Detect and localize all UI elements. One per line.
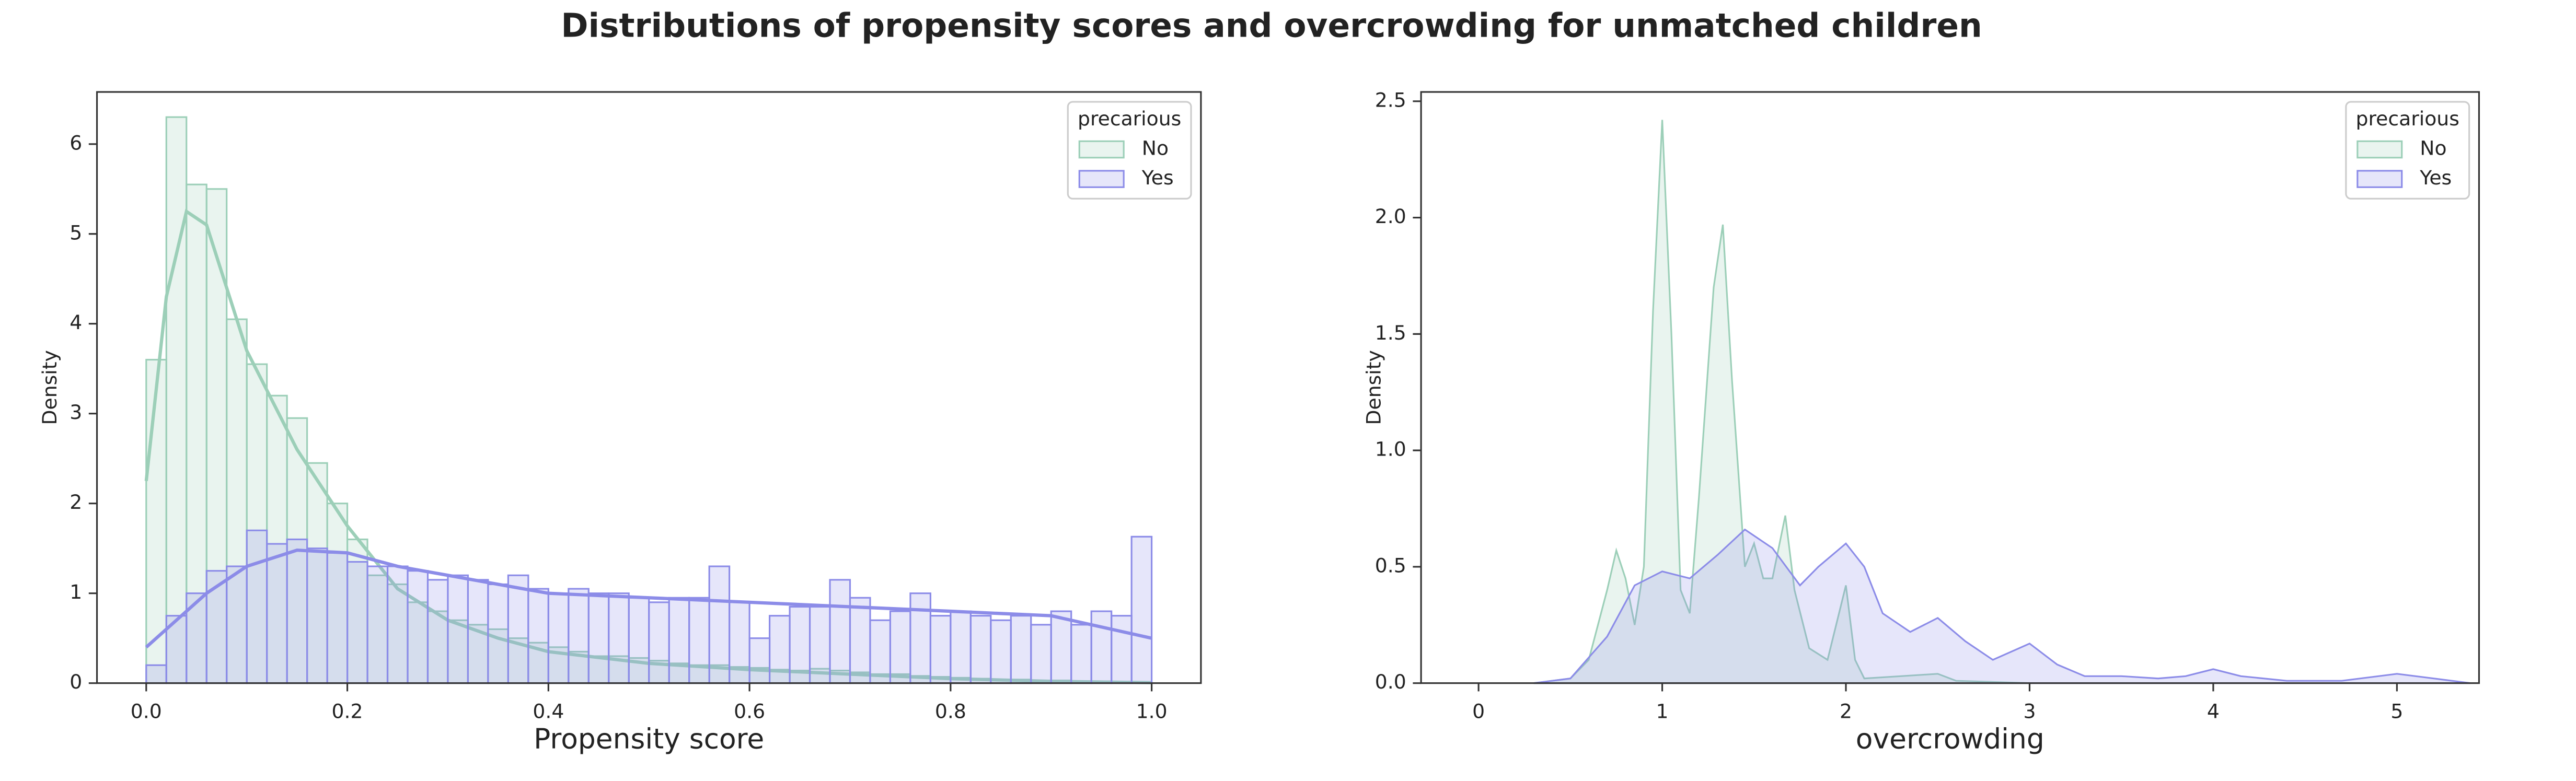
x-tick-label: 1	[1656, 700, 1669, 723]
hist-bar	[1050, 610, 1072, 684]
hist-bar	[407, 570, 429, 684]
legend-label: Yes	[1141, 166, 1174, 189]
hist-bar	[587, 592, 610, 684]
hist-bar	[547, 592, 570, 684]
legend-label: No	[1142, 137, 1169, 160]
hist-bar	[306, 547, 328, 684]
hist-bar	[366, 565, 389, 684]
hist-bar	[1111, 615, 1133, 684]
x-tick-label: 0.0	[131, 700, 162, 723]
x-tick-label: 0.6	[734, 700, 765, 723]
x-tick-label: 2	[1840, 700, 1852, 723]
x-axis-label: overcrowding	[1856, 722, 2044, 755]
hist-bar	[568, 588, 590, 684]
hist-bar	[789, 605, 811, 684]
hist-bar	[527, 588, 549, 684]
kde-line	[144, 208, 1152, 684]
legend-box	[2345, 101, 2470, 200]
plot-frame	[96, 91, 1202, 684]
legend-swatch	[2356, 140, 2403, 159]
hist-bar	[1010, 615, 1032, 684]
hist-bar	[1130, 535, 1153, 684]
y-tick-label: 1.5	[1375, 321, 1406, 344]
hist-bar	[708, 565, 731, 684]
y-tick-label: 5	[70, 221, 82, 244]
hist-bar	[507, 574, 529, 684]
y-axis-label: Density	[1362, 350, 1385, 425]
hist-bar	[929, 615, 952, 684]
x-tick-label: 4	[2207, 700, 2220, 723]
y-tick-label: 0.0	[1375, 670, 1406, 693]
y-tick-label: 2	[70, 491, 82, 514]
legend-swatch	[1078, 170, 1125, 188]
y-tick-label: 0	[70, 670, 82, 693]
hist-bar	[889, 610, 911, 684]
hist-bar	[869, 619, 892, 684]
hist-bar	[688, 597, 710, 684]
hist-bar	[849, 597, 871, 684]
hist-bar	[829, 579, 851, 684]
hist-bar	[266, 543, 288, 684]
legend-label: No	[2420, 137, 2446, 160]
x-axis-label: Propensity score	[534, 722, 764, 755]
hist-bar	[326, 552, 349, 684]
hist-bar	[1030, 624, 1052, 684]
x-tick-label: 0.2	[332, 700, 363, 723]
x-tick-label: 0.8	[935, 700, 966, 723]
hist-bar	[226, 565, 248, 684]
hist-bar	[608, 592, 630, 684]
hist-bar	[145, 664, 167, 684]
x-tick-label: 1.0	[1136, 700, 1168, 723]
hist-bar	[487, 583, 509, 684]
x-tick-label: 0.4	[533, 700, 564, 723]
hist-bar	[729, 601, 750, 684]
figure-title: Distributions of propensity scores and o…	[561, 7, 1982, 45]
hist-bar	[769, 615, 791, 684]
hist-bar	[748, 637, 771, 684]
hist-bar	[1070, 624, 1092, 684]
hist-bar	[1090, 610, 1113, 684]
hist-bar	[165, 116, 188, 684]
hist-bar	[447, 574, 469, 684]
hist-bar	[808, 605, 831, 684]
kde-area	[1533, 120, 2030, 684]
y-tick-label: 1.0	[1375, 438, 1406, 461]
legend-swatch	[1078, 140, 1125, 159]
x-tick-label: 0	[1472, 700, 1485, 723]
hist-bar	[386, 565, 409, 684]
hist-bar	[950, 610, 972, 684]
legend-title: precarious	[1078, 107, 1181, 130]
y-tick-label: 0.5	[1375, 554, 1406, 577]
hist-bar	[990, 619, 1012, 684]
y-tick-label: 6	[70, 131, 82, 154]
hist-bar	[145, 358, 167, 684]
kde-line	[145, 548, 1152, 649]
hist-bar	[969, 615, 992, 684]
kde-area	[1533, 528, 2471, 684]
hist-bar	[467, 579, 489, 684]
x-tick-label: 3	[2023, 700, 2036, 723]
hist-bar	[668, 597, 690, 684]
y-axis-label: Density	[38, 350, 61, 425]
hist-bar	[909, 592, 931, 684]
plot-frame	[1420, 91, 2480, 684]
hist-bar	[246, 529, 268, 684]
hist-bar	[286, 538, 308, 684]
hist-bar	[346, 561, 368, 684]
legend-label: Yes	[2419, 166, 2452, 189]
y-tick-label: 3	[70, 401, 82, 424]
y-tick-label: 2.0	[1375, 205, 1406, 228]
x-tick-label: 5	[2390, 700, 2403, 723]
y-tick-label: 2.5	[1375, 88, 1406, 111]
hist-bar	[628, 597, 650, 684]
y-tick-label: 4	[70, 311, 82, 334]
hist-bar	[648, 601, 670, 684]
legend-title: precarious	[2356, 107, 2459, 130]
legend-box	[1067, 101, 1192, 200]
y-tick-label: 1	[70, 580, 82, 603]
legend-swatch	[2356, 170, 2403, 188]
hist-bar	[426, 579, 449, 684]
